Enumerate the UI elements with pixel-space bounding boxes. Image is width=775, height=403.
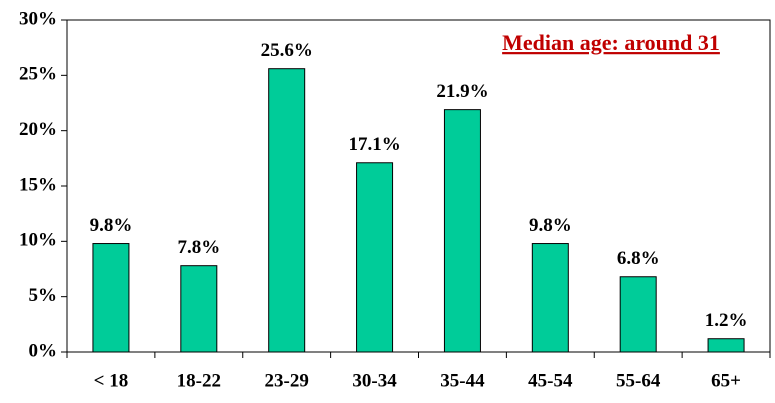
annotation: Median age: around 31: [502, 30, 720, 55]
y-tick-label: 30%: [19, 8, 57, 29]
x-tick-label: 45-54: [528, 370, 573, 391]
x-tick-label: 18-22: [177, 370, 221, 391]
x-tick-label: 23-29: [265, 370, 309, 391]
bar: [619, 276, 657, 353]
bar: [531, 243, 569, 353]
x-tick-label: < 18: [94, 370, 129, 391]
value-label: 9.8%: [529, 215, 572, 236]
x-tick-label: 35-44: [440, 370, 485, 391]
bar: [443, 109, 481, 353]
value-label: 7.8%: [177, 237, 220, 258]
y-tick-label: 10%: [19, 230, 57, 251]
value-label: 6.8%: [617, 248, 660, 269]
y-tick-label: 5%: [29, 285, 58, 306]
plot-frame: [66, 19, 771, 353]
bar: [92, 243, 130, 353]
value-label: 1.2%: [705, 310, 748, 331]
bar: [180, 265, 218, 353]
x-tick-label: 65+: [711, 370, 741, 391]
bar: [707, 338, 745, 353]
y-tick-label: 25%: [19, 64, 57, 85]
bar: [356, 162, 394, 353]
value-label: 9.8%: [90, 215, 133, 236]
x-tick-label: 30-34: [352, 370, 397, 391]
value-label: 21.9%: [436, 81, 488, 102]
value-label: 17.1%: [348, 134, 400, 155]
y-tick-label: 0%: [29, 340, 58, 361]
x-tick-label: 55-64: [616, 370, 661, 391]
y-tick-label: 20%: [19, 119, 57, 140]
value-label: 25.6%: [261, 40, 313, 61]
y-tick-label: 15%: [19, 174, 57, 195]
bar: [268, 68, 306, 353]
